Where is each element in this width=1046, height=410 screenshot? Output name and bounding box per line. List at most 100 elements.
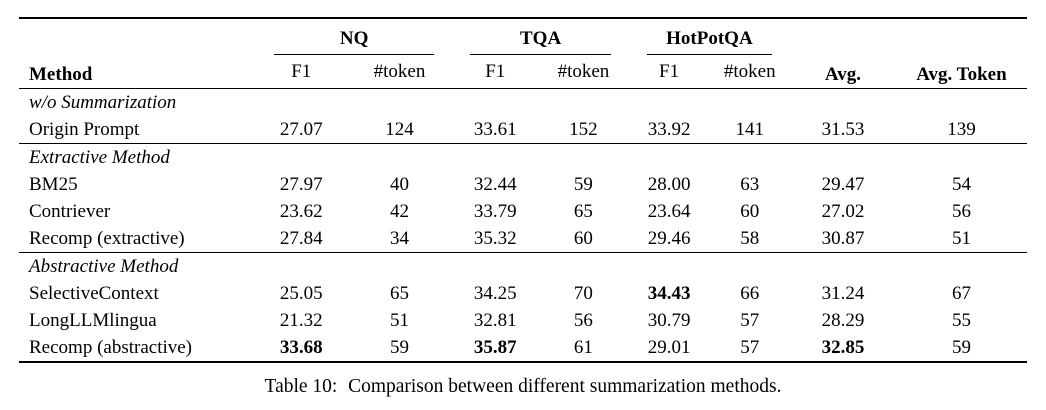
value-cell: 29.47	[821, 174, 865, 195]
value-cell: 21.32	[279, 310, 323, 331]
value-cell: 42	[389, 201, 409, 222]
value-cell: 61	[573, 337, 593, 358]
value-cell: 27.02	[821, 201, 865, 222]
value-cell: 60	[740, 201, 760, 222]
subheader-nq-f1: F1	[291, 61, 312, 82]
section-title: w/o Summarization	[29, 92, 177, 113]
table-row: BM25 27.97 40 32.44 59 28.00 63 29.47 54	[19, 171, 1027, 198]
value-cell: 31.53	[821, 119, 865, 140]
value-cell: 51	[389, 310, 409, 331]
caption-label: Table 10:	[264, 376, 338, 397]
header-row-groups: Method NQ TQA HotPotQA Avg.	[19, 18, 1027, 85]
group-label-hotpotqa: HotPotQA	[666, 28, 753, 49]
method-cell: LongLLMlingua	[29, 310, 157, 331]
group-label-tqa: TQA	[520, 28, 562, 49]
value-cell: 32.44	[473, 174, 517, 195]
value-cell: 25.05	[279, 283, 323, 304]
value-cell: 32.85	[821, 337, 865, 358]
table-row: SelectiveContext 25.05 65 34.25 70 34.43 66 31.…	[19, 280, 1027, 307]
table-header: Method NQ TQA HotPotQA Avg.	[19, 18, 1027, 89]
column-group-hotpotqa: HotPotQA	[629, 18, 790, 55]
method-cell: Contriever	[29, 201, 111, 222]
method-cell: SelectiveContext	[29, 283, 159, 304]
column-group-tqa: TQA	[452, 18, 628, 55]
value-cell: 33.68	[279, 337, 323, 358]
value-cell: 28.29	[821, 310, 865, 331]
value-cell: 56	[951, 201, 971, 222]
results-table: Method NQ TQA HotPotQA Avg.	[19, 17, 1027, 363]
value-cell: 35.32	[473, 228, 517, 249]
table-row: Contriever 23.62 42 33.79 65 23.64 60 27.02 56	[19, 198, 1027, 225]
subheader-hotpotqa-f1: F1	[659, 61, 680, 82]
group-underline-nq: NQ	[273, 25, 435, 55]
table-body: w/o Summarization Origin Prompt 27.07 124 33…	[19, 89, 1027, 363]
value-cell: 51	[951, 228, 971, 249]
value-cell: 23.64	[647, 201, 691, 222]
value-cell: 29.01	[647, 337, 691, 358]
subheader-tqa-token: #token	[557, 61, 610, 82]
value-cell: 54	[951, 174, 971, 195]
subheader-hotpotqa-token: #token	[723, 61, 776, 82]
column-header-avg: Avg.	[824, 64, 861, 85]
subheader-tqa-f1: F1	[485, 61, 506, 82]
table-row: Origin Prompt 27.07 124 33.61 152 33.92 141 31.…	[19, 116, 1027, 144]
value-cell: 34	[389, 228, 409, 249]
value-cell: 23.62	[279, 201, 323, 222]
value-cell: 35.87	[473, 337, 517, 358]
section-header-row: Extractive Method	[19, 143, 1027, 171]
table-row: LongLLMlingua 21.32 51 32.81 56 30.79 57 28.29 5…	[19, 307, 1027, 334]
value-cell: 58	[740, 228, 760, 249]
value-cell: 65	[389, 283, 409, 304]
value-cell: 55	[951, 310, 971, 331]
value-cell: 57	[740, 310, 760, 331]
value-cell: 33.92	[647, 119, 691, 140]
value-cell: 59	[389, 337, 409, 358]
caption-text: Comparison between different summarizati…	[348, 376, 782, 397]
value-cell: 27.07	[279, 119, 323, 140]
table-row: Recomp (abstractive) 33.68 59 35.87 61 29.01 5…	[19, 334, 1027, 362]
method-cell: Recomp (extractive)	[29, 228, 185, 249]
table-row: Recomp (extractive) 27.84 34 35.32 60 29.46 58…	[19, 225, 1027, 253]
value-cell: 30.79	[647, 310, 691, 331]
method-cell: Origin Prompt	[29, 119, 140, 140]
value-cell: 30.87	[821, 228, 865, 249]
value-cell: 65	[573, 201, 593, 222]
value-cell: 56	[573, 310, 593, 331]
value-cell: 59	[573, 174, 593, 195]
subheader-nq-token: #token	[373, 61, 426, 82]
value-cell: 29.46	[647, 228, 691, 249]
table-caption: Table 10: Comparison between different su…	[0, 376, 1046, 398]
method-cell: BM25	[29, 174, 78, 195]
value-cell: 33.79	[473, 201, 517, 222]
value-cell: 66	[740, 283, 760, 304]
value-cell: 40	[389, 174, 409, 195]
method-cell: Recomp (abstractive)	[29, 337, 193, 358]
value-cell: 141	[735, 119, 764, 140]
value-cell: 33.61	[473, 119, 517, 140]
column-group-nq: NQ	[256, 18, 453, 55]
section-title: Abstractive Method	[19, 252, 1027, 280]
value-cell: 60	[573, 228, 593, 249]
group-label-nq: NQ	[339, 28, 369, 49]
value-cell: 31.24	[821, 283, 865, 304]
value-cell: 70	[573, 283, 593, 304]
value-cell: 67	[951, 283, 971, 304]
value-cell: 63	[740, 174, 760, 195]
value-cell: 28.00	[647, 174, 691, 195]
value-cell: 27.97	[279, 174, 323, 195]
value-cell: 57	[740, 337, 760, 358]
value-cell: 59	[951, 337, 971, 358]
column-header-avg-token: Avg. Token	[916, 64, 1007, 85]
group-underline-tqa: TQA	[470, 25, 611, 55]
value-cell: 139	[947, 119, 976, 140]
value-cell: 152	[569, 119, 598, 140]
section-header-row: Abstractive Method	[19, 252, 1027, 280]
column-header-method: Method	[29, 64, 93, 85]
value-cell: 27.84	[279, 228, 323, 249]
value-cell: 34.25	[473, 283, 517, 304]
group-underline-hotpotqa: HotPotQA	[646, 25, 773, 55]
value-cell: 32.81	[473, 310, 517, 331]
section-header-row: w/o Summarization	[19, 89, 1027, 117]
value-cell: 124	[385, 119, 414, 140]
